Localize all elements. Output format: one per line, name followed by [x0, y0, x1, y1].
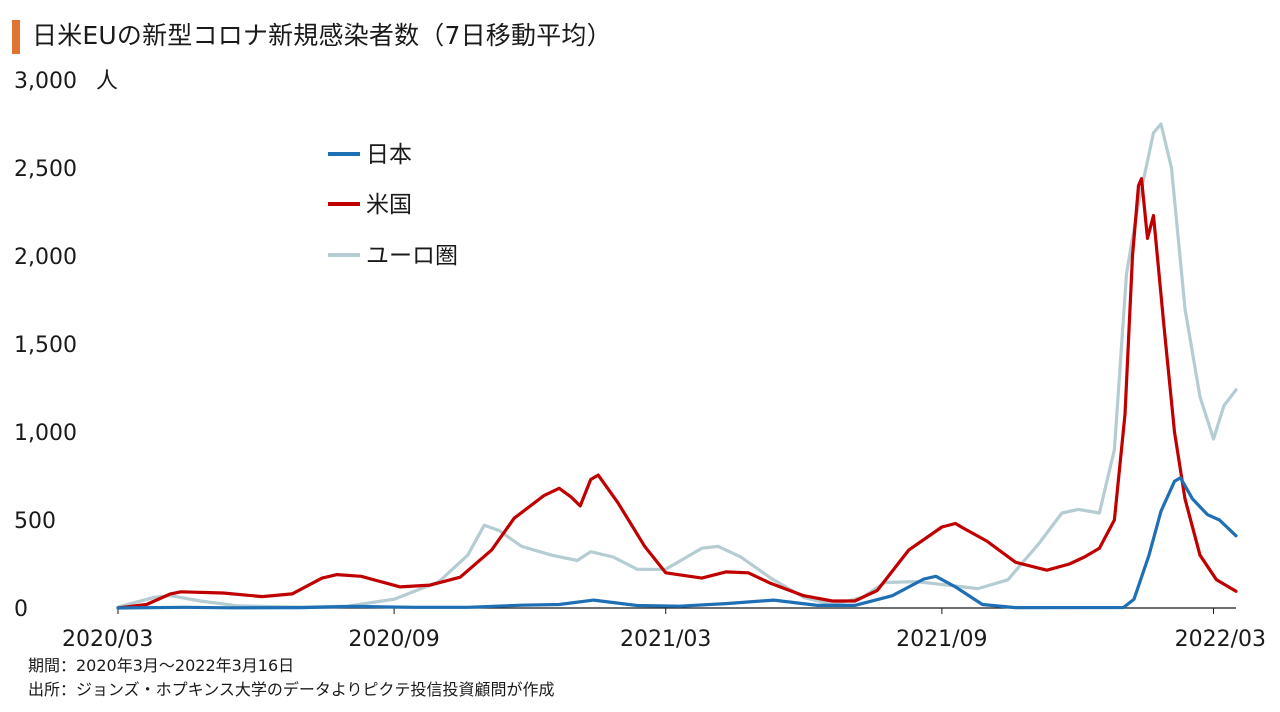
- y-tick-label: 500: [14, 509, 56, 534]
- title-accent-bar: [12, 20, 20, 54]
- x-tick-label: 2022/03: [1175, 627, 1266, 652]
- series-lines: [116, 122, 1238, 610]
- legend-label: ユーロ圏: [366, 243, 458, 269]
- x-axis-ticks: 2020/03 2020/09 2021/03 2021/09 2022/03: [62, 608, 1266, 652]
- legend-label: 日本: [366, 142, 412, 168]
- y-tick-label: 3,000: [14, 69, 77, 94]
- y-tick-label: 2,500: [14, 157, 77, 182]
- y-tick-label: 1,500: [14, 333, 77, 358]
- series-line-japan: [116, 476, 1238, 610]
- y-axis-ticks: 0 500 1,000 1,500 2,000 2,500 3,000 人: [14, 69, 118, 622]
- y-tick-label: 1,000: [14, 421, 77, 446]
- series-line-euro-area: [116, 122, 1238, 609]
- footnote-period: 期間：2020年3月～2022年3月16日: [28, 656, 295, 675]
- series-line-us: [116, 177, 1238, 610]
- y-tick-label: 2,000: [14, 245, 77, 270]
- y-unit-label: 人: [96, 69, 118, 94]
- x-tick-label: 2021/03: [620, 627, 711, 652]
- x-tick-label: 2020/09: [348, 627, 439, 652]
- chart-title: 日米EUの新型コロナ新規感染者数（7日移動平均）: [32, 21, 612, 50]
- x-tick-label: 2020/03: [62, 627, 153, 652]
- legend-label: 米国: [366, 192, 412, 218]
- footnote-source: 出所：ジョンズ・ホプキンス大学のデータよりピクテ投信投資顧問が作成: [28, 680, 555, 699]
- x-tick-label: 2021/09: [896, 627, 987, 652]
- y-tick-label: 0: [14, 597, 28, 622]
